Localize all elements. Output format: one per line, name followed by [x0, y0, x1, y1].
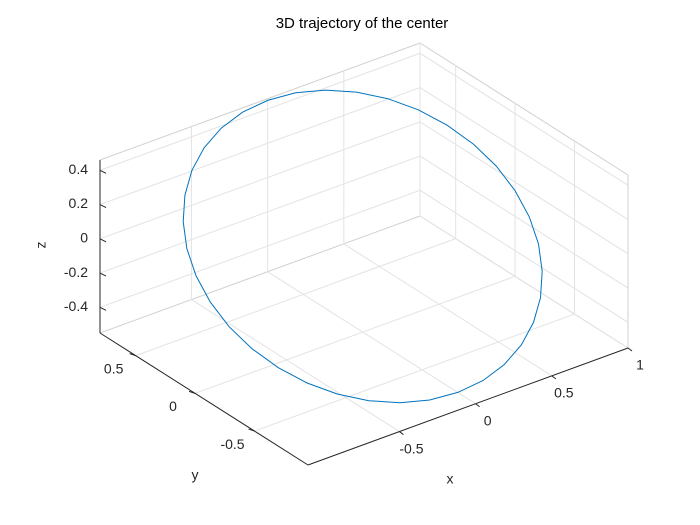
y-axis	[99, 332, 309, 466]
x-tick	[399, 431, 404, 435]
x-tick-label: 1	[636, 357, 644, 373]
grid-line	[191, 299, 400, 432]
grid-line	[419, 155, 629, 289]
z-tick-label: 0.4	[69, 161, 89, 177]
y-axis-label: y	[192, 467, 199, 483]
z-tick	[99, 204, 107, 208]
trajectory	[182, 89, 543, 404]
x-tick-label: 0	[484, 412, 492, 428]
grid-line	[267, 271, 476, 405]
x-axis-label: x	[447, 471, 454, 487]
y-tick	[248, 428, 255, 432]
box-edge	[99, 215, 421, 334]
z-tick	[99, 238, 107, 243]
grid-line	[194, 275, 516, 394]
grid-line	[419, 189, 629, 323]
z-tick-label: -0.2	[64, 264, 88, 280]
y-tick	[129, 353, 136, 357]
grid-line	[419, 215, 629, 349]
grid-line	[419, 87, 629, 220]
grid-line	[343, 243, 553, 377]
chart-title: 3D trajectory of the center	[276, 15, 449, 32]
z-tick-label: -0.4	[64, 298, 88, 314]
grid-line	[99, 121, 421, 240]
y-tick	[188, 390, 196, 394]
box-edge	[419, 42, 629, 176]
box-edge	[99, 42, 421, 161]
x-tick-label: 0.5	[554, 385, 574, 401]
z-tick	[99, 272, 107, 277]
grid-line	[135, 238, 456, 357]
grid-line	[419, 121, 629, 255]
x-tick-label: -0.5	[399, 440, 423, 456]
grid-line	[254, 313, 575, 432]
x-tick	[475, 403, 480, 408]
z-tick-label: 0	[80, 229, 88, 245]
z-tick	[99, 169, 107, 174]
y-tick-label: 0	[169, 398, 177, 414]
x-tick	[627, 347, 633, 352]
z-axis-label: z	[33, 242, 49, 249]
y-tick-label: 0.5	[104, 360, 124, 376]
grid-line	[99, 155, 421, 274]
z-tick-label: 0.2	[69, 195, 89, 211]
grid-line	[99, 52, 421, 171]
x-axis	[307, 347, 629, 466]
z-tick	[99, 306, 107, 311]
y-tick-label: -0.5	[220, 436, 244, 452]
grid-line	[99, 87, 421, 206]
grid-line	[99, 189, 421, 308]
x-tick	[551, 375, 557, 380]
grid-line	[419, 52, 629, 186]
